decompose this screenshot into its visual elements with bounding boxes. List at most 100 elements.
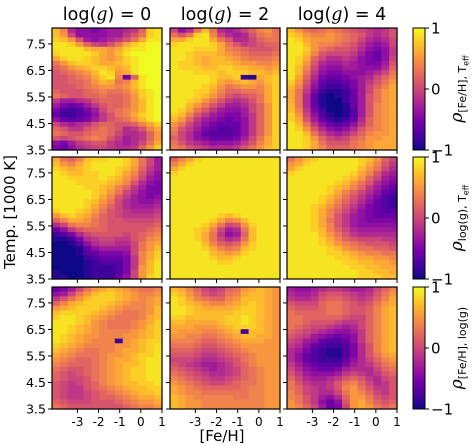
heatmap-cell	[67, 60, 77, 67]
heatmap-cell	[59, 264, 69, 271]
heatmap-cell	[91, 199, 100, 205]
heatmap-cell	[154, 338, 163, 344]
heatmap-cell	[67, 32, 77, 38]
heatmap-cell	[52, 218, 61, 224]
heatmap-cell	[107, 343, 116, 349]
heatmap-cell	[264, 98, 273, 104]
heatmap-cell	[389, 315, 398, 321]
heatmap-cell	[232, 371, 242, 377]
heatmap-cell	[146, 103, 155, 109]
heatmap-cell	[294, 103, 304, 109]
heatmap-cell	[91, 175, 100, 182]
heatmap-cell	[264, 348, 273, 354]
heatmap-cell	[272, 117, 281, 123]
heatmap-cell	[232, 145, 242, 151]
heatmap-cell	[248, 185, 258, 191]
heatmap-cell	[193, 213, 203, 219]
heatmap-cell	[310, 404, 320, 410]
heatmap-cell	[52, 145, 61, 151]
heatmap-cell	[256, 333, 265, 340]
heatmap-cell	[185, 264, 195, 271]
heatmap-cell	[310, 107, 320, 114]
heatmap-cell	[59, 255, 69, 261]
heatmap-cell	[91, 269, 100, 275]
heatmap-cell	[177, 218, 187, 224]
heatmap-cell	[138, 222, 147, 228]
heatmap-cell	[342, 203, 351, 210]
heatmap-cell	[130, 236, 140, 243]
heatmap-cell	[357, 366, 367, 373]
heatmap-cell	[264, 343, 273, 349]
heatmap-cell	[59, 296, 69, 302]
heatmap-cell	[302, 203, 312, 210]
heatmap-cell	[122, 131, 132, 137]
heatmap-cell	[154, 394, 163, 401]
heatmap-cell	[248, 296, 258, 302]
heatmap-cell	[122, 42, 132, 48]
heatmap-cell	[130, 287, 140, 293]
heatmap-cell	[107, 56, 116, 62]
heatmap-cell	[67, 333, 77, 340]
heatmap-cell	[256, 319, 265, 326]
heatmap-cell	[185, 305, 195, 312]
heatmap-cell	[264, 199, 273, 205]
heatmap-cell	[365, 203, 375, 210]
heatmap-cell	[193, 84, 203, 90]
heatmap-cell	[225, 232, 234, 238]
heatmap-cell	[83, 301, 92, 307]
heatmap-cell	[59, 394, 69, 401]
heatmap-cell	[193, 343, 203, 349]
heatmap-cell	[326, 305, 335, 312]
heatmap-cell	[99, 324, 108, 330]
heatmap-cell	[248, 404, 258, 410]
heatmap-cell	[342, 310, 351, 316]
heatmap-cell	[52, 199, 61, 205]
heatmap-cell	[248, 203, 258, 210]
heatmap-cell	[334, 166, 343, 172]
heatmap-cell	[130, 121, 140, 128]
heatmap-cell	[287, 51, 296, 57]
heatmap-cell	[107, 112, 116, 118]
heatmap-cell	[75, 65, 85, 71]
heatmap-cell	[294, 218, 304, 224]
heatmap-cell	[75, 343, 85, 349]
heatmap-cell	[240, 333, 250, 340]
heatmap-cell	[264, 46, 273, 53]
heatmap-cell	[272, 399, 281, 405]
heatmap-cell	[381, 185, 390, 191]
heatmap-cell	[326, 51, 335, 57]
heatmap-cell	[99, 180, 108, 186]
heatmap-cell	[52, 46, 61, 53]
heatmap-cell	[193, 376, 203, 382]
heatmap-cell	[130, 394, 140, 401]
heatmap-cell	[52, 232, 61, 238]
heatmap-cell	[302, 264, 312, 271]
heatmap-cell	[294, 203, 304, 210]
heatmap-cell	[91, 60, 100, 67]
heatmap-cell	[232, 42, 242, 48]
heatmap-cell	[138, 296, 147, 302]
heatmap-cell	[310, 246, 320, 252]
heatmap-cell	[193, 329, 203, 335]
heatmap-cell	[52, 126, 61, 132]
heatmap-cell	[154, 74, 163, 81]
heatmap-cell	[91, 264, 100, 271]
heatmap-cell	[357, 117, 367, 123]
heatmap-cell	[256, 70, 265, 76]
heatmap-cell	[185, 93, 195, 99]
heatmap-cell	[201, 329, 210, 335]
heatmap-cell	[67, 362, 77, 368]
heatmap-cell	[138, 161, 147, 167]
heatmap-cell	[59, 208, 69, 214]
heatmap-cell	[302, 343, 312, 349]
heatmap-cell	[59, 352, 69, 358]
heatmap-cell	[177, 208, 187, 214]
heatmap-cell	[83, 264, 92, 271]
heatmap-cell	[240, 60, 250, 67]
heatmap-cell	[83, 291, 92, 297]
heatmap-cell	[138, 366, 147, 373]
heatmap-cell	[201, 84, 210, 90]
heatmap-cell	[310, 161, 320, 167]
heatmap-cell	[170, 310, 179, 316]
heatmap-cell	[318, 246, 327, 252]
